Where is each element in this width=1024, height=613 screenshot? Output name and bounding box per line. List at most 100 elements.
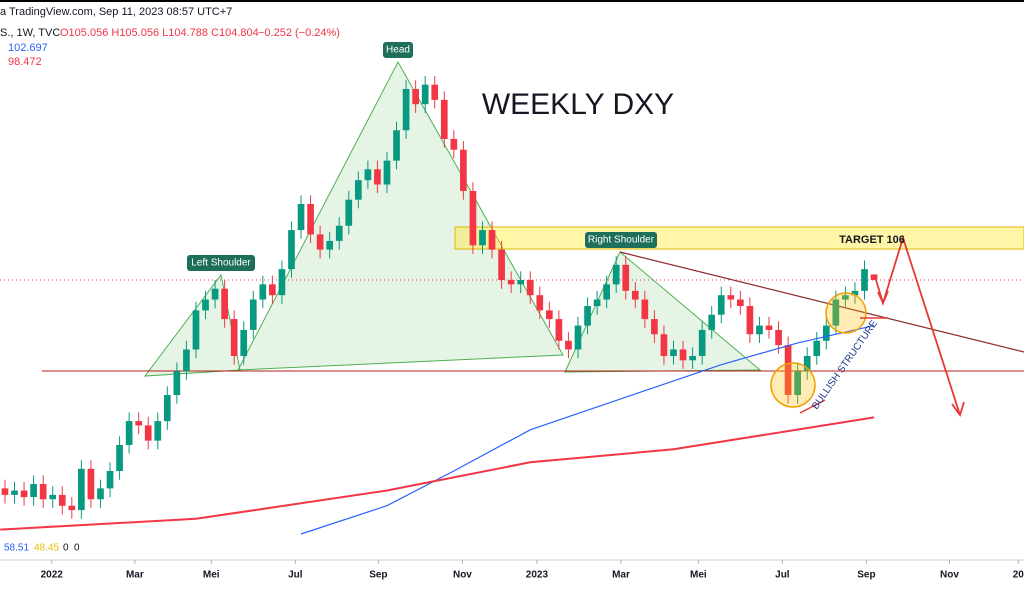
candle-body xyxy=(230,319,238,356)
x-tick-label: Mar xyxy=(126,570,144,581)
candle-body xyxy=(421,84,429,105)
candle-body xyxy=(316,234,324,250)
label-box xyxy=(187,255,255,271)
candle-body xyxy=(488,230,496,250)
candle-body xyxy=(593,299,601,307)
candle-body xyxy=(154,421,162,441)
candle-body xyxy=(622,264,630,291)
x-tick-label: 2023 xyxy=(526,570,549,581)
candle-body xyxy=(756,325,763,335)
plot xyxy=(0,75,878,535)
indicator-value: 0 xyxy=(74,543,80,554)
candle-body xyxy=(1,488,9,495)
right-shoulder-label: Right Shoulder xyxy=(588,235,655,246)
indicator-value: 48.45 xyxy=(34,543,59,554)
candle-body xyxy=(135,421,143,426)
candle-body xyxy=(20,490,28,498)
candle-body xyxy=(221,288,228,320)
candle-body xyxy=(842,295,849,300)
support-mark xyxy=(799,399,826,414)
candle-body xyxy=(526,280,534,296)
candle-body xyxy=(49,494,57,500)
candle-body xyxy=(861,269,868,291)
candle-body xyxy=(631,290,639,300)
projection-arrow xyxy=(875,235,961,416)
x-tick-label: Jul xyxy=(775,570,790,581)
candle-body xyxy=(383,160,391,185)
candle-body xyxy=(822,325,830,341)
left-shoulder-label: Left Shoulder xyxy=(191,258,251,269)
candle-body xyxy=(412,88,419,105)
candle-body xyxy=(851,290,859,296)
candle-body xyxy=(574,325,582,350)
candle-body xyxy=(297,204,305,231)
moving-average xyxy=(0,416,875,531)
candle-body xyxy=(498,249,505,280)
candle-body xyxy=(765,325,773,330)
candle-body xyxy=(440,99,448,139)
candle-body xyxy=(288,230,295,270)
candle-body xyxy=(555,319,563,341)
candle-body xyxy=(39,484,47,500)
candle-body xyxy=(775,329,782,346)
x-tick-label: Mar xyxy=(612,570,630,581)
candle-body xyxy=(87,468,95,500)
indicator-value: 0 xyxy=(63,543,69,554)
head-triangle xyxy=(237,60,564,371)
candle-body xyxy=(507,280,515,285)
candle-body xyxy=(660,334,668,356)
candle-body xyxy=(794,371,801,396)
x-tick-label: 20 xyxy=(1013,570,1024,581)
ohlc: O105.056 H105.056 L104.788 C104.804 xyxy=(60,27,259,39)
candle-body xyxy=(517,280,525,285)
candle-body xyxy=(364,169,372,181)
target-label: TARGET 106 xyxy=(839,234,905,246)
candle-body xyxy=(144,425,152,441)
candle-body xyxy=(78,468,85,511)
label-box xyxy=(383,42,413,58)
candle-body xyxy=(68,505,76,511)
x-tick-label: Mei xyxy=(203,570,220,581)
candle-body xyxy=(460,149,467,192)
candle-body xyxy=(603,284,610,300)
x-tick-label: Sep xyxy=(369,570,387,581)
candle-body xyxy=(545,310,553,320)
candle-body xyxy=(393,130,400,161)
candle-body xyxy=(173,371,181,396)
candle-body xyxy=(30,484,37,498)
candle-body xyxy=(670,349,677,356)
candle-body xyxy=(374,169,381,185)
candle-body xyxy=(469,191,477,246)
head-label: Head xyxy=(386,45,410,56)
candle-body xyxy=(163,395,171,422)
candle-body xyxy=(717,295,725,315)
x-tick-label: Nov xyxy=(940,570,959,581)
candle-body xyxy=(211,288,219,300)
arrow-head xyxy=(877,290,889,306)
candle-body xyxy=(125,421,133,445)
candle-body xyxy=(612,264,620,285)
candle-body xyxy=(402,88,410,131)
target-zone xyxy=(454,226,1024,250)
highlight-circle xyxy=(770,362,816,408)
change: −0.252 (−0.24%) xyxy=(258,27,340,39)
candle-body xyxy=(354,180,362,200)
candle-body xyxy=(192,310,200,350)
x-tick-label: Sep xyxy=(857,570,875,581)
candle-body xyxy=(335,225,343,241)
candle-body xyxy=(202,299,209,311)
candle-body xyxy=(708,314,716,330)
candle-body xyxy=(106,471,114,489)
candle-body xyxy=(58,494,66,506)
candle-body xyxy=(97,488,104,500)
candle-body xyxy=(746,306,754,335)
headline: WEEKLY DXY xyxy=(482,88,674,121)
candle-body xyxy=(832,299,840,326)
candle-body xyxy=(479,230,486,246)
candle-body xyxy=(727,295,735,300)
candle-body xyxy=(737,299,744,307)
highlight-circle xyxy=(825,292,867,334)
candle-body xyxy=(116,444,123,472)
